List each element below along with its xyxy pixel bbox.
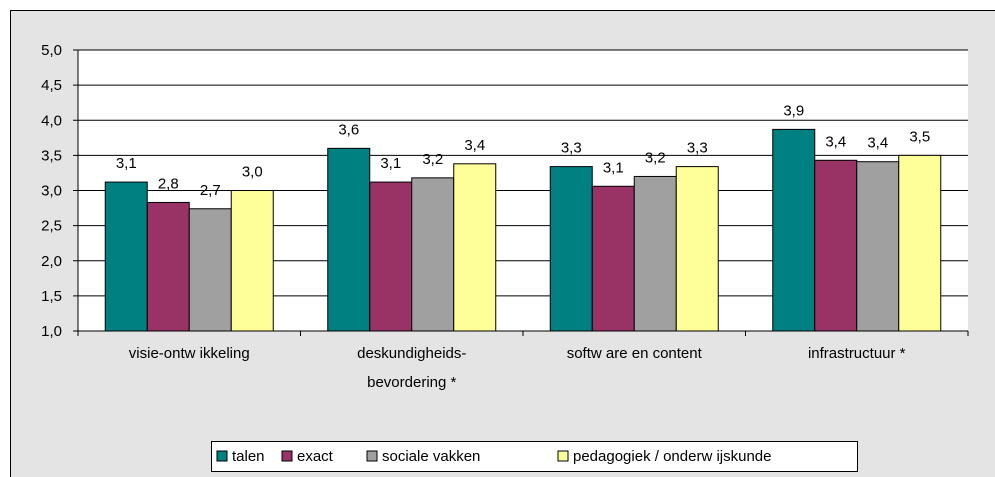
legend-label: exact	[297, 448, 334, 465]
bar	[814, 159, 858, 332]
y-tick-label: 4,0	[41, 112, 62, 129]
bar	[230, 190, 274, 332]
value-label: 3,6	[338, 121, 359, 138]
x-tick-label: deskundigheids-bevordering *	[357, 345, 466, 391]
value-label: 3,4	[825, 133, 846, 150]
bar	[772, 128, 816, 332]
value-label: 3,4	[464, 137, 485, 154]
legend-swatch	[216, 450, 228, 462]
value-label: 3,1	[116, 155, 137, 172]
bar	[856, 161, 900, 332]
bar	[675, 166, 719, 332]
legend-swatch	[366, 450, 378, 462]
y-tick-label: 2,5	[41, 218, 62, 235]
bar	[104, 181, 148, 332]
value-label: 3,0	[242, 164, 263, 181]
y-tick-label: 1,5	[41, 288, 62, 305]
bar	[146, 201, 190, 332]
x-tick-label: infrastructuur *	[808, 345, 906, 362]
bar	[633, 175, 677, 332]
bar	[591, 185, 635, 332]
value-label: 3,9	[783, 102, 804, 119]
value-label: 3,5	[909, 128, 930, 145]
value-label: 2,8	[158, 175, 179, 192]
legend-box	[211, 441, 858, 472]
bar	[188, 208, 232, 332]
value-label: 2,7	[200, 182, 221, 199]
y-tick-label: 4,5	[41, 77, 62, 94]
value-label: 3,4	[867, 135, 888, 152]
legend-label: sociale vakken	[382, 448, 480, 465]
bar	[453, 163, 497, 332]
y-tick-label: 2,0	[41, 253, 62, 270]
y-tick-label: 3,5	[41, 147, 62, 164]
value-label: 3,2	[645, 149, 666, 166]
bar	[549, 166, 593, 332]
legend-label: talen	[232, 448, 265, 465]
bar	[411, 177, 455, 332]
bar	[898, 154, 942, 332]
legend-swatch	[281, 450, 293, 462]
value-label: 3,2	[422, 151, 443, 168]
value-label: 3,3	[561, 140, 582, 157]
legend-swatch	[557, 450, 569, 462]
value-label: 3,3	[687, 140, 708, 157]
x-tick-label: visie-ontw ikkeling	[129, 345, 250, 362]
y-tick-label: 5,0	[41, 42, 62, 59]
bar	[327, 147, 371, 332]
y-tick-label: 1,0	[41, 323, 62, 340]
bar	[369, 181, 413, 332]
value-label: 3,1	[603, 159, 624, 176]
x-tick-label: softw are en content	[567, 345, 703, 362]
y-tick-label: 3,0	[41, 183, 62, 200]
value-label: 3,1	[380, 155, 401, 172]
legend-label: pedagogiek / onderw ijskunde	[573, 448, 771, 465]
